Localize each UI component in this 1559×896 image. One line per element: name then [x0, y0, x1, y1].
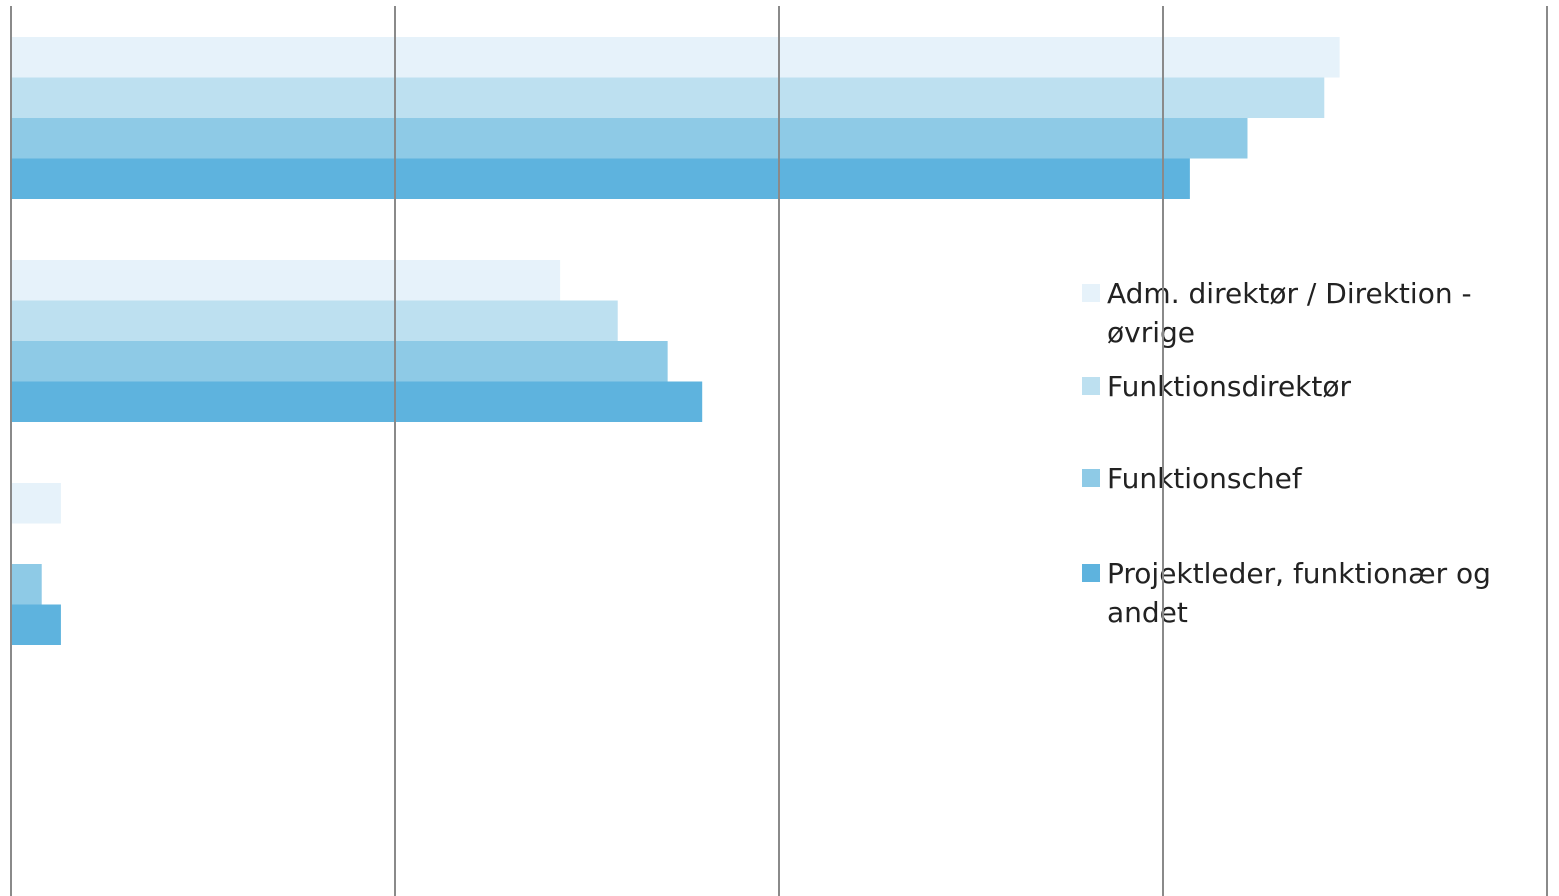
bar — [11, 483, 61, 524]
bar — [11, 77, 1325, 118]
bar — [11, 37, 1340, 78]
legend-swatch — [1082, 377, 1100, 395]
legend-swatch — [1082, 284, 1100, 302]
legend-item: Funktionschef — [1082, 459, 1552, 498]
legend-item: Adm. direktør / Direktion - øvrige — [1082, 274, 1552, 352]
legend-item: Funktionsdirektør — [1082, 367, 1552, 406]
bar — [11, 260, 561, 301]
bar — [11, 300, 618, 341]
legend-label: Projektleder, funktionær og andet — [1107, 557, 1491, 629]
bar — [11, 381, 703, 422]
legend-label: Funktionsdirektør — [1107, 370, 1352, 403]
bar — [11, 158, 1190, 199]
legend-swatch — [1082, 469, 1100, 487]
legend-label: Adm. direktør / Direktion - øvrige — [1107, 277, 1472, 349]
legend-swatch — [1082, 564, 1100, 582]
bar — [11, 564, 42, 605]
bar — [11, 341, 668, 382]
legend-label: Funktionschef — [1107, 462, 1302, 495]
bar — [11, 118, 1248, 159]
legend-item: Projektleder, funktionær og andet — [1082, 554, 1552, 632]
bar — [11, 604, 61, 645]
